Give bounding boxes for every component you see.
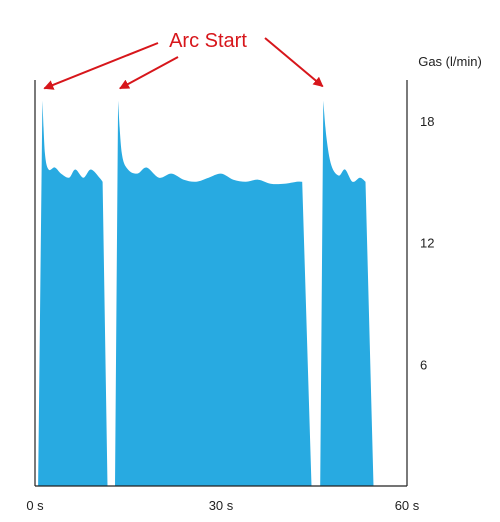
gas-flow-segment-2 xyxy=(115,100,312,486)
y-tick-labels: 6 12 18 xyxy=(420,114,434,372)
gas-flow-segment-3 xyxy=(320,100,374,486)
arc-start-label: Arc Start xyxy=(169,30,247,52)
y-tick-label: 18 xyxy=(420,114,434,129)
gas-flow-segment-1 xyxy=(38,100,108,486)
series-layer xyxy=(38,100,374,486)
arc-start-arrow xyxy=(264,37,324,88)
x-tick-label: 0 s xyxy=(26,498,44,513)
y-tick-label: 12 xyxy=(420,236,434,251)
annotations: Arc Start xyxy=(43,30,324,90)
arc-start-arrow xyxy=(119,56,179,90)
y-axis-label: Gas (l/min) xyxy=(418,54,482,69)
x-tick-label: 60 s xyxy=(395,498,420,513)
arc-start-arrow xyxy=(43,42,159,90)
y-tick-label: 6 xyxy=(420,357,427,372)
x-tick-label: 30 s xyxy=(209,498,234,513)
x-tick-labels: 0 s 30 s 60 s xyxy=(26,498,419,513)
